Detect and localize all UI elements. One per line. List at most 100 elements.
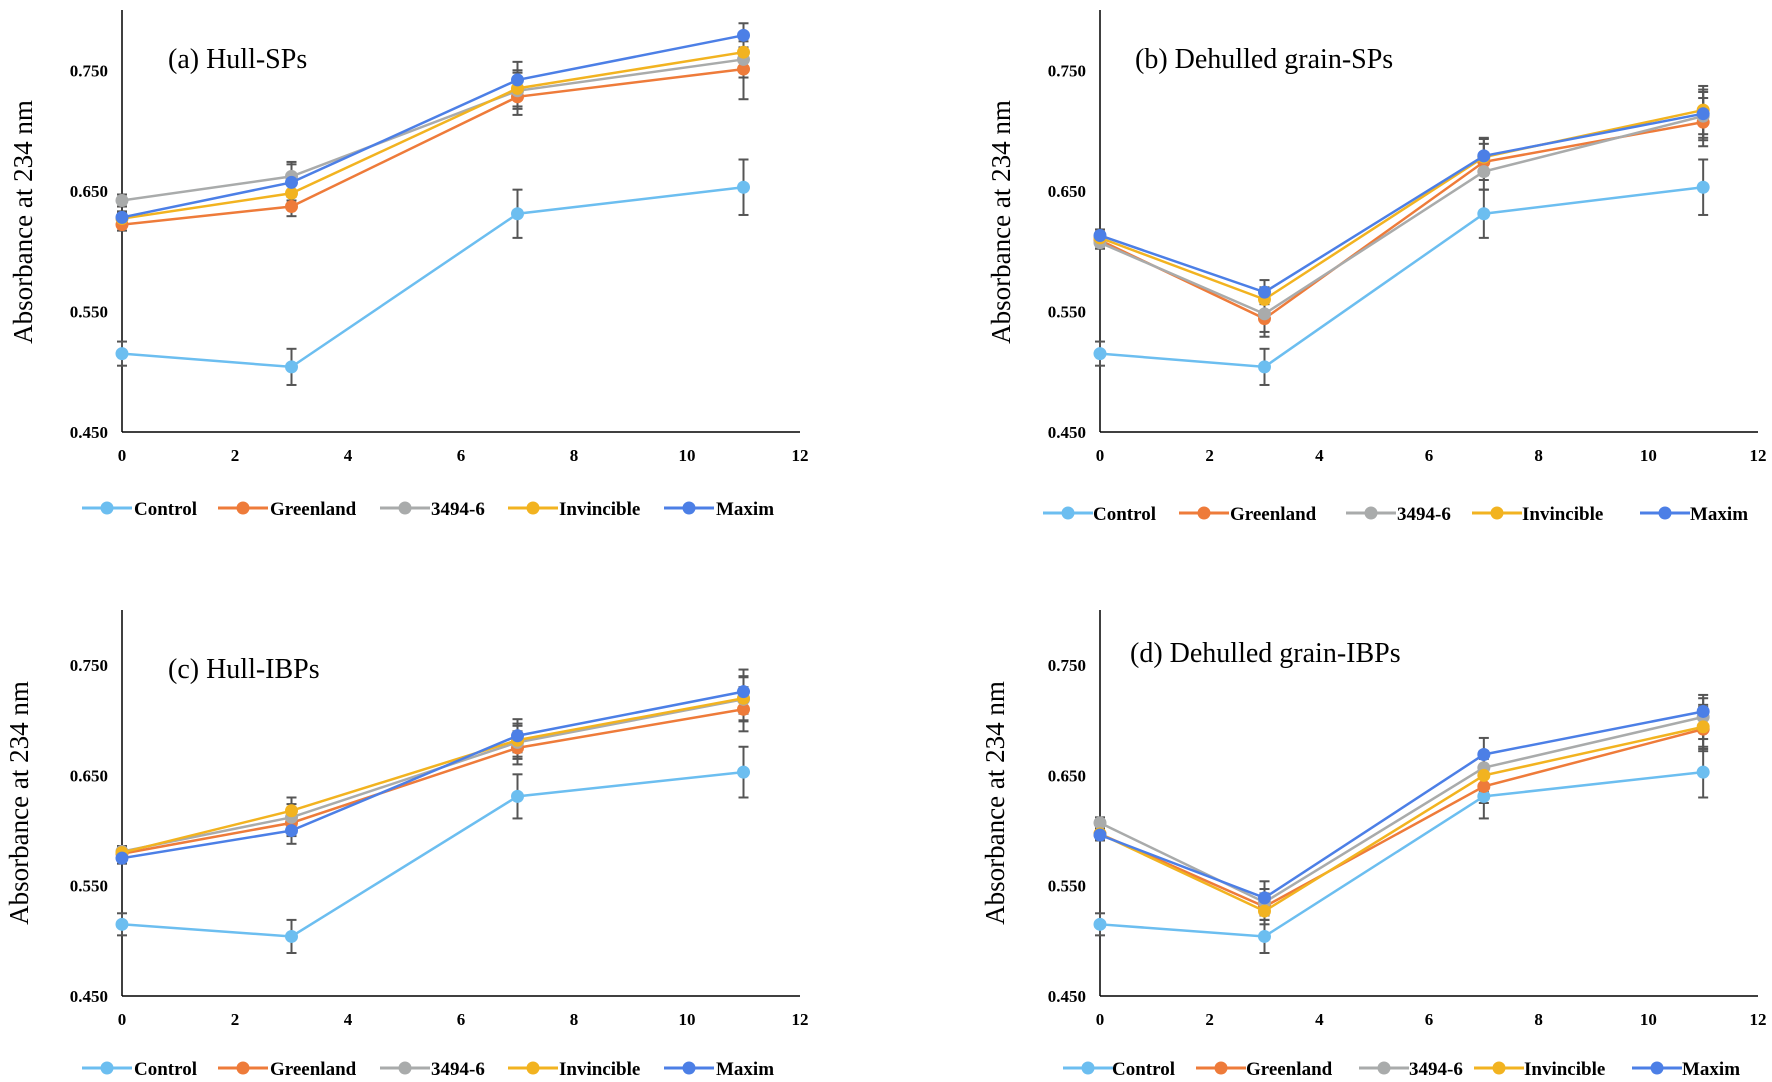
data-point-maxim	[1696, 107, 1710, 121]
chart-panel-3: 0.450 0.550 0.650 0.750 0 2 4 6 8 10 12 Absorbance …	[980, 610, 1767, 1080]
x-tick-label: 12	[792, 446, 809, 465]
legend-swatch-marker	[1061, 506, 1075, 520]
series-line-control	[121, 185, 744, 369]
data-point-maxim	[1258, 891, 1271, 905]
data-point-maxim	[1477, 747, 1491, 761]
data-point-3494-6	[1093, 816, 1107, 830]
data-point-maxim	[1093, 228, 1107, 242]
y-tick-label: 0.550	[70, 877, 108, 896]
data-point-control	[1477, 207, 1491, 221]
x-tick-label: 8	[570, 446, 579, 465]
data-point-greenland	[285, 200, 298, 214]
x-tick-label: 2	[1205, 1010, 1214, 1029]
data-point-control	[1258, 360, 1271, 374]
legend-swatch-marker	[398, 501, 412, 515]
x-tick-label: 0	[118, 1010, 127, 1029]
y-axis-label: Absorbance at 234 nm	[986, 100, 1016, 344]
legend: Control Greenland 3494-6 Invincible Maxim	[82, 499, 774, 520]
data-point-maxim	[285, 824, 298, 838]
x-tick-label: 4	[344, 446, 353, 465]
x-tick-label: 4	[1315, 1010, 1324, 1029]
data-point-invincible	[285, 804, 298, 818]
data-point-maxim	[115, 210, 129, 224]
data-point-control	[737, 180, 750, 194]
legend-swatch-marker	[1492, 1061, 1506, 1075]
series-line-maxim	[121, 690, 744, 860]
data-point-control	[1258, 929, 1271, 943]
y-tick-label: 0.650	[70, 766, 108, 785]
legend-label: Invincible	[559, 1059, 640, 1080]
legend-label: Control	[1112, 1059, 1175, 1080]
data-point-maxim	[511, 73, 524, 87]
data-point-control	[511, 789, 524, 803]
y-tick-label: 0.450	[1048, 987, 1086, 1006]
series-line-maxim	[121, 34, 744, 219]
legend-swatch-marker	[1214, 1061, 1228, 1075]
series-line-3494-6	[1099, 715, 1704, 904]
legend-label: Maxim	[1682, 1059, 1740, 1080]
legend-swatch-marker	[1377, 1061, 1391, 1075]
data-point-maxim	[285, 175, 298, 189]
x-tick-label: 2	[231, 446, 240, 465]
x-tick-label: 10	[679, 1010, 696, 1029]
series-line-invincible	[1099, 725, 1704, 913]
y-tick-label: 0.650	[70, 182, 108, 201]
y-tick-label: 0.550	[1048, 302, 1086, 321]
x-tick-label: 4	[1315, 446, 1324, 465]
data-point-maxim	[1477, 149, 1491, 163]
y-axis-label: Absorbance at 234 nm	[4, 681, 34, 925]
x-tick-label: 10	[1640, 1010, 1657, 1029]
data-point-greenland	[737, 62, 750, 76]
y-tick-label: 0.450	[70, 987, 108, 1006]
legend-swatch-marker	[526, 501, 540, 515]
legend-swatch-marker	[1197, 506, 1211, 520]
x-tick-label: 6	[1425, 1010, 1434, 1029]
data-point-maxim	[1093, 828, 1107, 842]
series-line-invincible	[121, 696, 744, 854]
legend-label: Maxim	[716, 499, 774, 520]
legend-swatch-marker	[398, 1061, 412, 1075]
x-tick-label: 8	[570, 1010, 579, 1029]
legend: Control Greenland 3494-6 Invincible Maxim	[82, 1059, 774, 1080]
data-point-maxim	[1696, 704, 1710, 718]
data-point-3494-6	[1477, 165, 1491, 179]
chart-title: (c) Hull-IBPs	[168, 654, 320, 685]
data-point-maxim	[1258, 285, 1271, 299]
data-point-control	[1696, 765, 1710, 779]
y-tick-label: 0.550	[1048, 877, 1086, 896]
y-tick-label: 0.650	[1048, 766, 1086, 785]
data-point-greenland	[737, 702, 750, 716]
data-point-maxim	[115, 851, 129, 865]
x-tick-label: 2	[231, 1010, 240, 1029]
legend-label: Control	[134, 499, 197, 520]
series-line-3494-6	[121, 698, 744, 853]
series-line-control	[1099, 770, 1704, 938]
chart-panel-0: 0.450 0.550 0.650 0.750 0 2 4 6 8 10 12 Absorbance …	[8, 10, 809, 520]
legend-label: Control	[134, 1059, 197, 1080]
x-tick-label: 12	[1750, 1010, 1767, 1029]
data-point-control	[115, 347, 129, 361]
y-tick-label: 0.450	[70, 423, 108, 442]
legend-label: 3494-6	[431, 1059, 485, 1080]
legend-label: 3494-6	[1397, 504, 1451, 525]
legend-swatch-marker	[1658, 506, 1672, 520]
y-tick-label: 0.550	[70, 302, 108, 321]
series-line-invincible	[121, 50, 744, 220]
y-tick-label: 0.650	[1048, 182, 1086, 201]
legend-swatch-marker	[1650, 1061, 1664, 1075]
data-point-greenland	[1477, 779, 1491, 793]
data-point-invincible	[737, 45, 750, 59]
x-tick-label: 8	[1534, 1010, 1543, 1029]
chart-title: (b) Dehulled grain-SPs	[1135, 44, 1393, 75]
data-point-maxim	[737, 685, 750, 699]
series-line-greenland	[1099, 727, 1704, 909]
series-line-3494-6	[1099, 114, 1704, 316]
legend-label: 3494-6	[1409, 1059, 1463, 1080]
x-tick-label: 4	[344, 1010, 353, 1029]
legend-swatch-marker	[682, 501, 696, 515]
chart-title: (a) Hull-SPs	[168, 44, 307, 75]
legend-swatch-marker	[1081, 1061, 1095, 1075]
series-line-greenland	[121, 67, 744, 226]
x-tick-label: 6	[1425, 446, 1434, 465]
